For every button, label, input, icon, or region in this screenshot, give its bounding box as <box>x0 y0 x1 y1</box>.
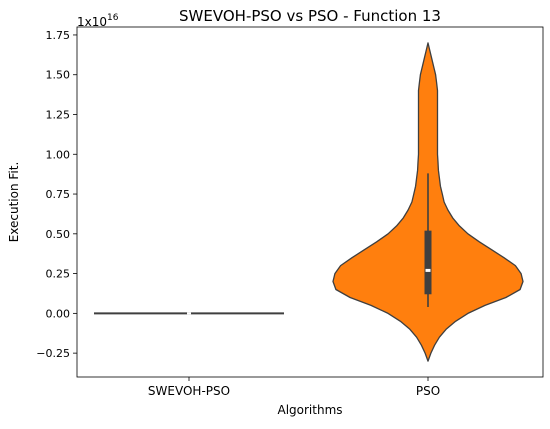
iqr-box <box>424 230 432 295</box>
y-tick-label: 1.00 <box>46 148 71 161</box>
plot-area <box>94 42 524 362</box>
y-offset-exponent: 16 <box>107 13 119 23</box>
median-marker <box>187 312 191 315</box>
y-tick-label: −0.25 <box>36 347 70 360</box>
y-tick-label: 1.50 <box>46 69 71 82</box>
y-tick-label: 0.25 <box>46 268 71 281</box>
y-tick-label: 0.50 <box>46 228 71 241</box>
axes-frame <box>76 26 544 378</box>
y-tick-label: 1.75 <box>46 29 71 42</box>
x-tick-label: PSO <box>416 384 440 398</box>
chart-title: SWEVOH-PSO vs PSO - Function 13 <box>179 7 441 25</box>
y-tick-label: 1.25 <box>46 109 71 122</box>
y-tick-label: 0.00 <box>46 307 71 320</box>
y-axis-label: Execution Fit. <box>7 162 21 243</box>
median-marker <box>425 268 431 272</box>
x-tick-label: SWEVOH-PSO <box>148 384 230 398</box>
y-offset-base: 1x10 <box>77 15 107 29</box>
x-axis-label: Algorithms <box>277 403 342 417</box>
x-axis-ticks: SWEVOH-PSO PSO <box>148 377 440 398</box>
y-offset-label: 1x1016 <box>77 13 119 29</box>
y-tick-label: 0.75 <box>46 188 71 201</box>
y-axis-ticks: −0.25 0.00 0.25 0.50 0.75 1.00 1.25 1.50 1.75 <box>36 29 77 360</box>
